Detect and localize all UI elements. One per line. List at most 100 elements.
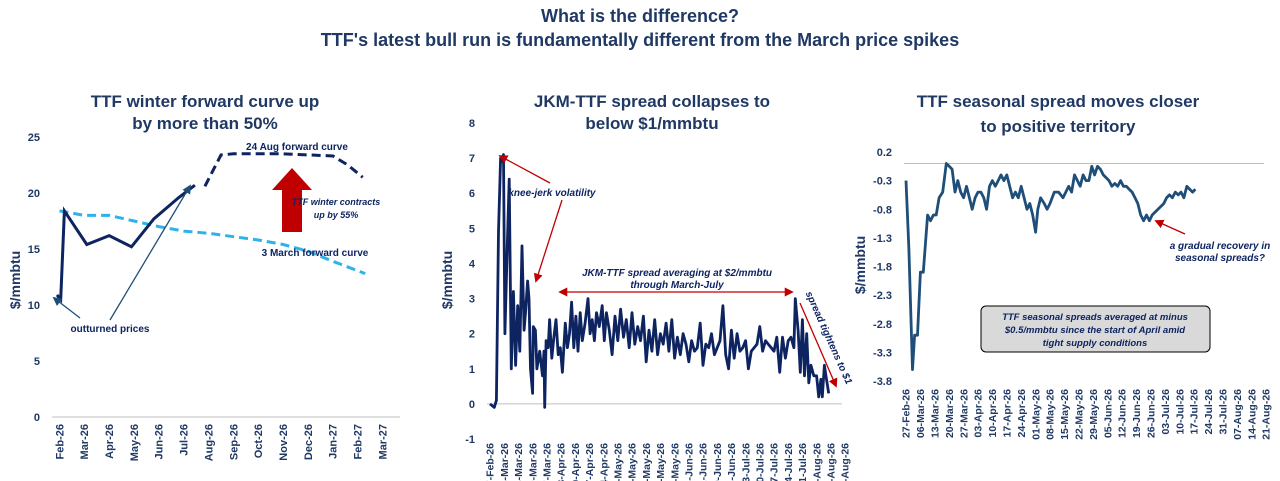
chart1-y-tick: 5 (34, 356, 40, 368)
chart2-y-tick: 0 (469, 399, 475, 411)
chart3-y-tick: -2.3 (873, 290, 892, 302)
chart1-y-tick: 15 (28, 244, 40, 256)
chart2-volatility-label: knee-jerk volatility (508, 188, 596, 199)
chart3-note-line1: TTF seasonal spreads averaged at minus (1002, 312, 1188, 323)
page-title-line1: What is the difference? (540, 6, 740, 26)
chart3-y-tick: -3.3 (873, 347, 892, 359)
chart2-x-tick: 21-Aug-26 (840, 443, 852, 481)
chart3-note-line3: tight supply conditions (1043, 338, 1148, 349)
chart3-y-tick: -1.8 (873, 262, 892, 274)
chart3-series-line (904, 162, 1197, 371)
chart1-x-tick: Jun-26 (154, 424, 166, 459)
chart2-x-tick: 27-Mar-26 (541, 443, 553, 481)
chart1-outturned-arrow-right (109, 184, 191, 321)
chart1-outturned-arrow-left (52, 296, 81, 319)
chart-forward-curve: TTF winter forward curve up by more than … (7, 92, 400, 461)
chart3-x-tick: 24-Apr-26 (1016, 389, 1028, 438)
chart2-y-tick: 1 (469, 364, 475, 376)
chart1-x-tick: Aug-26 (203, 424, 215, 461)
chart1-x-tick: Feb-27 (353, 424, 365, 459)
chart1-x-tick: Jul-26 (179, 424, 191, 456)
chart2-x-tick: 29-May-26 (669, 443, 681, 481)
chart2-x-tick: 27-Feb-26 (485, 443, 497, 481)
chart1-contracts-line1: TTF winter contracts (292, 197, 381, 207)
chart1-y-tick: 10 (28, 300, 40, 312)
chart1-x-tick: Nov-26 (278, 424, 290, 461)
chart1-title-line1: TTF winter forward curve up (91, 92, 320, 111)
chart2-x-tick: 17-Apr-26 (584, 443, 596, 481)
chart3-x-tick: 26-Jun-26 (1145, 389, 1157, 438)
chart2-x-tick: 31-Jul-26 (797, 443, 809, 481)
page-title-line2: TTF's latest bull run is fundamentally d… (320, 30, 960, 50)
chart3-x-tick: 12-Jun-26 (1117, 389, 1129, 438)
chart3-x-tick: 01-May-26 (1030, 389, 1042, 440)
chart2-x-tick: 26-Jun-26 (726, 443, 738, 481)
chart2-x-tick: 10-Apr-26 (570, 443, 582, 481)
chart2-x-tick: 17-Jul-26 (769, 443, 781, 481)
chart3-x-tick: 14-Aug-26 (1246, 389, 1258, 440)
chart2-x-tick: 10-Jul-26 (754, 443, 766, 481)
chart2-y-label: $/mmbtu (439, 251, 455, 309)
chart3-x-tick: 05-Jun-26 (1102, 389, 1114, 438)
chart1-march-label: 3 March forward curve (262, 248, 369, 259)
chart1-x-tick: Sep-26 (228, 424, 240, 460)
chart2-x-tick: 22-May-26 (655, 443, 667, 481)
chart1-y-label: $/mmbtu (7, 251, 23, 309)
chart3-x-tick: 24-Jul-26 (1203, 389, 1215, 435)
chart1-series-line (59, 209, 366, 276)
chart1-x-tick: Mar-27 (377, 424, 389, 459)
chart2-x-tick: 13-Mar-26 (513, 443, 525, 481)
chart2-averaging-line1: JKM-TTF spread averaging at $2/mmbtu (582, 268, 772, 279)
chart2-y-tick: 5 (469, 223, 475, 235)
chart3-recovery-line2: seasonal spreads? (1175, 253, 1265, 264)
chart1-y-tick: 0 (34, 412, 40, 424)
chart1-x-tick: Oct-26 (253, 424, 265, 458)
chart3-recovery-arrow (1154, 219, 1186, 235)
chart1-title-line2: by more than 50% (132, 114, 278, 133)
chart1-y-tick: 20 (28, 188, 40, 200)
chart1-aug-label: 24 Aug forward curve (246, 142, 348, 153)
chart2-y-tick: 8 (469, 118, 475, 130)
chart2-x-tick: 15-May-26 (641, 443, 653, 481)
chart2-title-line2: below $1/mmbtu (585, 114, 718, 133)
chart1-series-line (203, 152, 364, 187)
chart2-x-tick: 01-May-26 (612, 443, 624, 481)
chart3-title-line1: TTF seasonal spread moves closer (917, 92, 1200, 111)
chart2-x-tick: 07-Aug-26 (811, 443, 823, 481)
chart3-y-tick: -0.8 (873, 204, 892, 216)
chart1-up-arrow (272, 168, 312, 232)
chart3-x-tick: 19-Jun-26 (1131, 389, 1143, 438)
chart3-y-tick: -2.8 (873, 319, 892, 331)
page-title: What is the difference? TTF's latest bul… (0, 4, 1280, 52)
chart3-x-tick: 10-Apr-26 (987, 389, 999, 438)
chart3-x-tick: 06-Mar-26 (915, 389, 927, 438)
chart3-x-tick: 22-May-26 (1073, 389, 1085, 440)
chart3-x-tick: 13-Mar-26 (929, 389, 941, 438)
chart2-series-line (489, 153, 831, 409)
chart3-note-line2: $0.5/mmbtu since the start of April amid (1004, 325, 1185, 336)
chart3-y-tick: 0.2 (877, 147, 892, 159)
chart2-y-tick: 6 (469, 188, 475, 200)
chart1-outturned-label: outturned prices (71, 324, 150, 335)
chart3-title-line2: to positive territory (981, 117, 1136, 136)
chart3-y-tick: -1.3 (873, 233, 892, 245)
chart1-contracts-line2: up by 55% (314, 210, 359, 220)
chart1-x-tick: Apr-26 (104, 424, 116, 459)
chart2-y-tick: 2 (469, 329, 475, 341)
chart-seasonal-spread: TTF seasonal spread moves closer to posit… (852, 92, 1273, 440)
chart3-x-tick: 31-Jul-26 (1217, 389, 1229, 435)
chart2-x-tick: 03-Jul-26 (740, 443, 752, 481)
chart3-x-tick: 03-Jul-26 (1160, 389, 1172, 435)
chart3-x-tick: 29-May-26 (1088, 389, 1100, 440)
chart2-y-tick: -1 (465, 434, 475, 446)
chart3-x-tick: 07-Aug-26 (1232, 389, 1244, 440)
chart3-recovery-line1: a gradual recovery in (1170, 241, 1271, 252)
chart2-x-tick: 03-Apr-26 (556, 443, 568, 481)
chart3-x-tick: 21-Aug-26 (1261, 389, 1273, 440)
chart3-x-tick: 15-May-26 (1059, 389, 1071, 440)
chart2-title-line1: JKM-TTF spread collapses to (534, 92, 770, 111)
chart1-x-tick: Jan-27 (328, 424, 340, 459)
chart2-x-tick: 08-May-26 (627, 443, 639, 481)
chart2-averaging-line2: through March-July (630, 280, 724, 291)
